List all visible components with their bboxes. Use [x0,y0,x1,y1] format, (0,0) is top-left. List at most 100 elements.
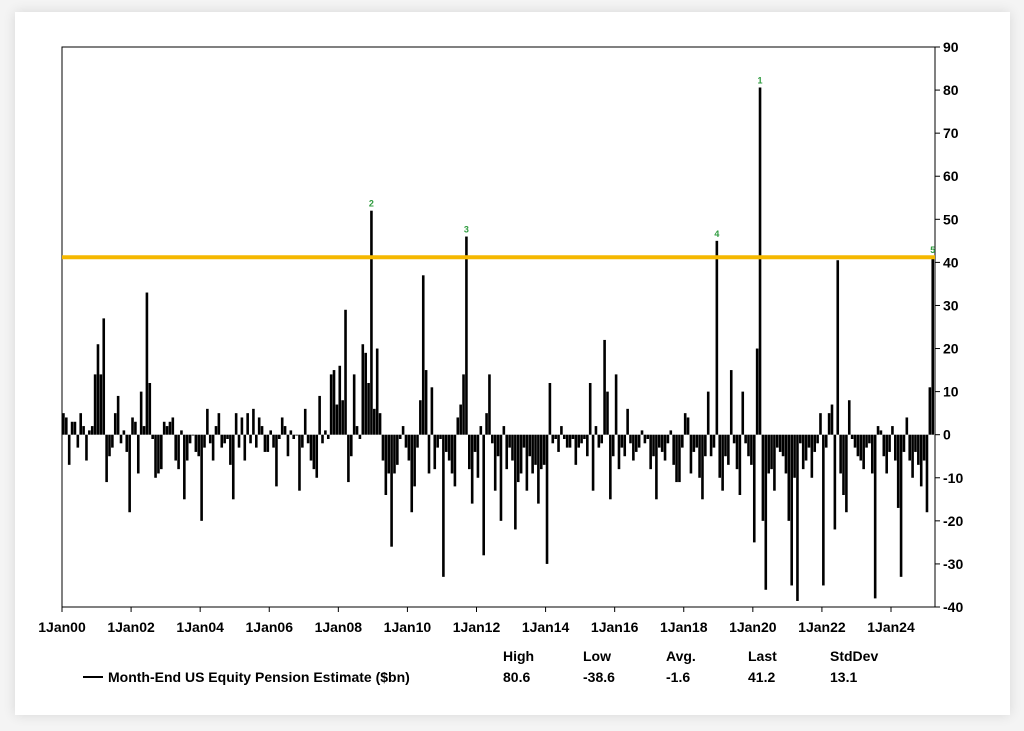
bar [611,434,615,457]
y-tick-label: -10 [943,470,963,486]
bar [326,434,330,439]
stat-header-avg: Avg. [666,648,696,664]
bar [882,434,886,457]
bar [606,391,609,435]
bar [361,344,365,435]
bar [447,434,451,461]
bar [586,434,589,457]
bar [525,434,529,491]
bar [499,434,503,521]
bar [709,434,713,457]
x-tick-label: 1Jan10 [384,619,432,635]
bar [767,434,770,474]
bar [675,434,678,483]
stat-header-last: Last [748,648,777,664]
bar [111,434,114,448]
bar [65,417,68,435]
bar [888,434,891,452]
bar [758,87,762,435]
bar [807,434,811,448]
bar [629,434,632,444]
bar [637,434,641,448]
bar [254,434,258,448]
bar [128,434,131,513]
bar [724,434,727,457]
bar [396,434,399,465]
bar [278,434,281,439]
bar [185,434,189,461]
bar [154,434,157,478]
bar [649,434,652,470]
y-tick-label: 70 [943,125,959,141]
bar [459,404,462,435]
bar [816,434,819,444]
bar [349,434,353,457]
bar [401,426,405,435]
bar [741,391,745,435]
bar [355,426,359,435]
bar [407,434,411,461]
bar [416,434,419,448]
bar [180,430,183,435]
bar [891,426,894,435]
bar [666,434,670,444]
bar [468,434,471,470]
stat-value-last: 41.2 [748,669,775,685]
bar [378,413,382,435]
bar [850,434,854,439]
bar [580,434,583,444]
bar [252,408,255,435]
bar [177,434,180,470]
bar [776,434,779,448]
bar [70,421,74,435]
bar [421,275,425,435]
bar [373,408,376,435]
bar [896,434,900,508]
bar [577,434,580,448]
bar [528,434,532,457]
bar [583,434,586,439]
bar [620,434,624,448]
bar [171,417,175,435]
y-tick-label: 20 [943,341,959,357]
bar [905,417,909,435]
bar [548,383,552,435]
bar [701,434,704,500]
bar [519,434,523,474]
bar [364,352,367,435]
bar [591,434,595,491]
bar [419,400,422,435]
bar [93,374,97,435]
bar [99,374,103,435]
bar [833,434,837,530]
bar [214,426,218,435]
bar [398,434,402,439]
bar [894,434,897,461]
stat-header-low: Low [583,648,611,664]
bar [476,434,480,478]
bar [116,395,120,435]
bar [266,434,270,452]
bar [206,408,209,435]
bar [174,434,177,461]
bar [738,434,742,495]
bar [830,404,834,435]
bar [931,257,935,435]
bar [203,434,206,448]
bar [778,434,782,452]
y-tick-label: 50 [943,211,959,227]
bar [643,434,647,444]
bar [764,434,768,590]
bar [721,434,724,491]
bar [496,434,500,457]
bar [784,434,788,474]
bar [732,434,736,444]
bar [292,434,296,439]
bar [822,434,825,586]
bar [301,434,304,448]
bar [229,434,232,465]
x-tick-label: 1Jan12 [453,619,501,635]
bar [678,434,681,483]
y-tick-label: 10 [943,384,959,400]
bar [617,434,621,470]
